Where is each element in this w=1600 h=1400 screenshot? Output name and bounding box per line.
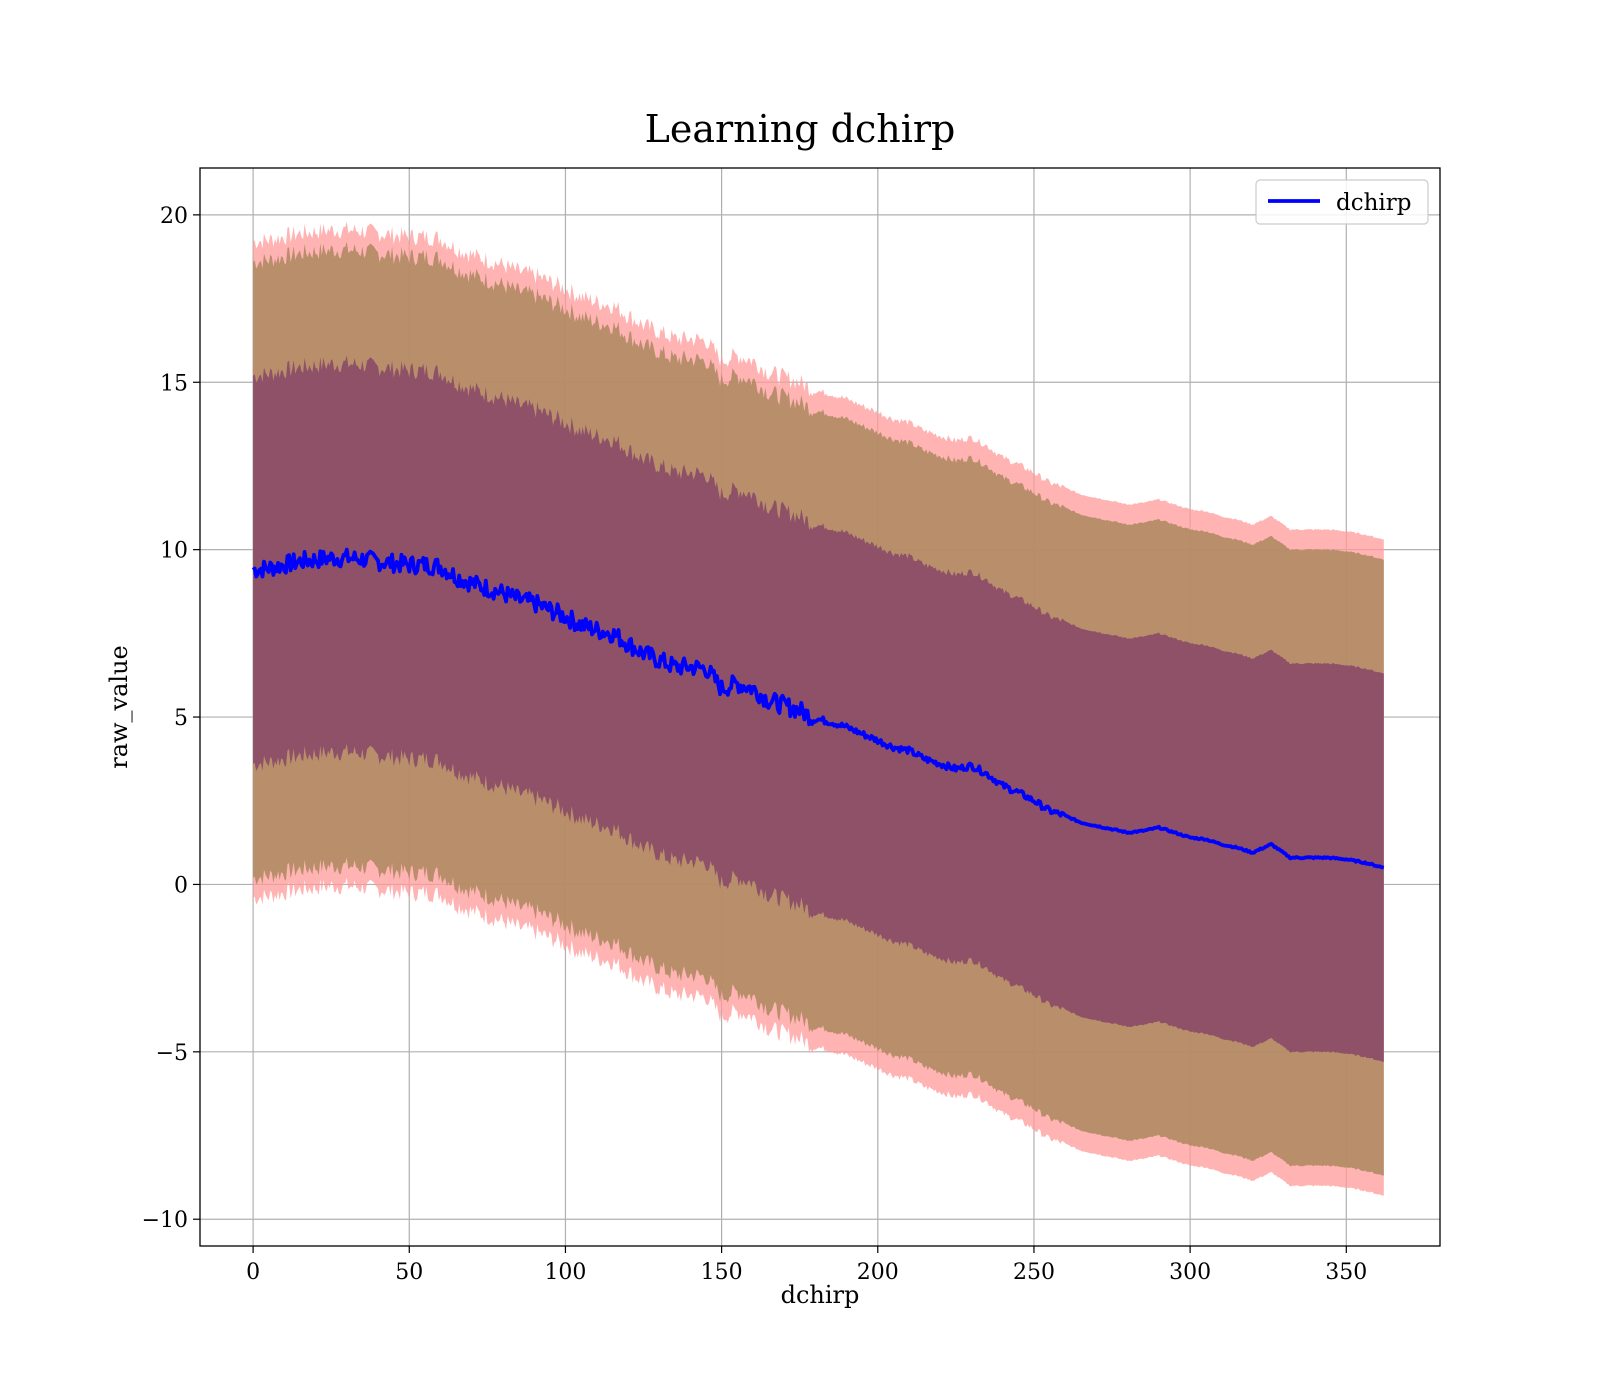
y-tick-label: 20 <box>160 204 188 229</box>
series-line-dchirp <box>251 547 1385 870</box>
chart-title: Learning dchirp <box>645 107 956 151</box>
x-tick-label: 250 <box>1013 1260 1055 1285</box>
legend-box <box>1255 179 1429 225</box>
x-tick-label: 0 <box>246 1260 260 1285</box>
y-tick-label: 0 <box>174 873 188 898</box>
x-axis-label: dchirp <box>781 1281 860 1309</box>
y-axis-label: raw_value <box>105 645 133 769</box>
y-axis-ticks: −10 −5 0 5 10 15 20 <box>142 204 200 1233</box>
band-inner <box>253 355 1384 1062</box>
x-tick-label: 300 <box>1169 1260 1211 1285</box>
std-bands <box>253 221 1384 1196</box>
legend-label-dchirp: dchirp <box>1336 190 1412 216</box>
y-tick-label: −5 <box>156 1041 188 1066</box>
y-tick-label: −10 <box>142 1208 188 1233</box>
x-axis-ticks: 0 50 100 150 200 250 300 350 <box>246 1246 1367 1285</box>
x-tick-label: 100 <box>544 1260 586 1285</box>
x-tick-label: 150 <box>701 1260 743 1285</box>
x-tick-label: 350 <box>1325 1260 1367 1285</box>
plot-frame <box>199 167 1441 1247</box>
y-tick-label: 10 <box>160 539 188 564</box>
x-tick-label: 200 <box>857 1260 899 1285</box>
x-tick-label: 50 <box>395 1260 423 1285</box>
legend: dchirp <box>1255 179 1429 225</box>
y-tick-label: 5 <box>174 706 188 731</box>
y-tick-label: 15 <box>160 371 188 396</box>
